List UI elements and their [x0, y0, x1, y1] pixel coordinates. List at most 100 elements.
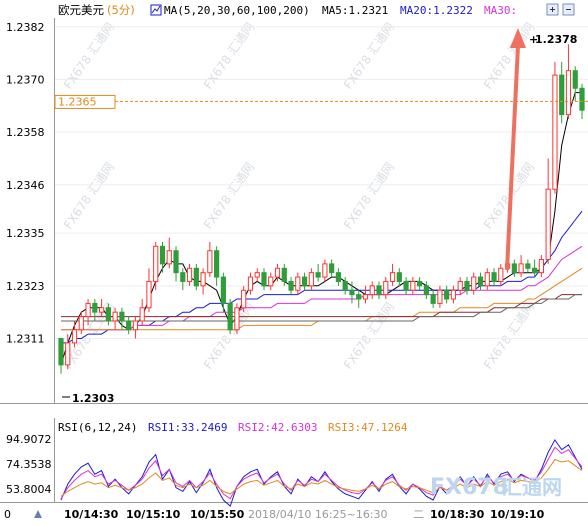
candle-body	[207, 250, 213, 274]
rsi-line-rsi3	[60, 458, 583, 497]
candle-body	[471, 276, 477, 291]
main-y-tick-label: 1.2346	[6, 179, 45, 192]
scroll-left-icon[interactable]	[34, 510, 42, 518]
candle-body	[376, 285, 382, 296]
rsi3-value-label: RSI3:47.1264	[328, 421, 408, 434]
candle-body	[396, 272, 402, 282]
ma-line-ma30	[61, 245, 583, 331]
ma-line-ma100	[61, 294, 582, 318]
rsi-y-tick-label: 53.8004	[6, 483, 52, 496]
candle-body	[200, 272, 206, 287]
grid-layer	[55, 26, 588, 340]
logo-suffix: 汇通网	[502, 475, 562, 499]
candle-body	[105, 307, 111, 322]
date-range-label: 2018/04/10 16:25~16:30	[248, 508, 388, 521]
candle-body	[159, 245, 166, 265]
ma5-value-label: MA5:1.2321	[322, 4, 388, 17]
candle-body	[166, 250, 172, 265]
candle-body	[545, 188, 551, 260]
time-tick-label: 10/14:30	[64, 508, 119, 521]
candle-body	[132, 320, 139, 331]
candle-body	[457, 280, 463, 291]
candle-body	[450, 289, 457, 300]
candle-body	[65, 342, 71, 366]
candle-body	[511, 263, 517, 274]
rsi-line-rsi2	[60, 446, 583, 500]
rsi-layer	[60, 438, 583, 507]
candle-body	[139, 307, 145, 322]
candle-body	[403, 280, 409, 291]
candle-body	[58, 338, 64, 366]
candle-body	[525, 263, 531, 269]
weekday-label: 二	[413, 508, 424, 521]
candle-body	[220, 276, 226, 304]
candle-body	[559, 74, 565, 116]
candle-body	[78, 316, 84, 331]
moving-average-layer	[60, 92, 583, 366]
candle-body	[518, 263, 524, 274]
candle-body	[308, 272, 314, 287]
ma-params-label: MA(5,20,30,60,100,200)	[164, 4, 310, 17]
candle-body	[153, 245, 159, 282]
ma30-value-label: MA30:	[484, 4, 517, 17]
rsi-y-tick-label: 74.3538	[6, 458, 52, 471]
candle-body	[173, 250, 179, 274]
candle-body	[214, 250, 220, 278]
main-y-tick-label: 1.2382	[6, 21, 45, 34]
current-price-label: 1.2365	[58, 95, 97, 108]
time-tick-label: 10/19:10	[490, 508, 545, 521]
candle-body	[579, 87, 585, 111]
candle-body	[410, 280, 416, 291]
candle-body	[186, 267, 193, 282]
time-tick-label: 10/15:50	[190, 508, 245, 521]
candle-body	[180, 272, 186, 282]
candle-body	[71, 329, 78, 344]
time-tick-label: 10/15:10	[126, 508, 181, 521]
candle-body	[572, 70, 578, 89]
candle-body	[322, 263, 328, 278]
rsi2-value-label: RSI2:42.6303	[238, 421, 317, 434]
candle-body	[389, 272, 396, 282]
candle-body	[268, 276, 274, 287]
candle-body	[335, 272, 342, 282]
session-high-label: 1.2378	[535, 33, 577, 46]
candle-body	[484, 272, 490, 287]
candle-body	[430, 294, 436, 304]
candle-body	[329, 263, 335, 274]
ma20-value-label: MA20:1.2322	[400, 4, 473, 17]
candle-body	[247, 276, 254, 291]
candle-body	[295, 276, 301, 291]
candle-body	[227, 302, 233, 331]
time-tick-label: 10/18:30	[430, 508, 485, 521]
time-axis-zero: 0	[4, 508, 11, 521]
candle-body	[342, 280, 348, 291]
session-high-marker: +	[529, 33, 538, 46]
rsi1-value-label: RSI1:33.2469	[148, 421, 227, 434]
candle-body	[119, 311, 125, 322]
main-y-tick-label: 1.2358	[6, 126, 45, 139]
candle-body	[254, 272, 260, 278]
main-y-tick-label: 1.2311	[6, 333, 45, 346]
candle-body	[565, 70, 572, 116]
candle-body	[491, 272, 497, 282]
current-price-box	[54, 94, 116, 109]
candle-body	[356, 294, 362, 300]
candle-body	[444, 289, 450, 300]
candle-body	[301, 276, 308, 287]
candle-body	[423, 285, 429, 296]
annotation-arrow-shaft	[505, 45, 520, 271]
candle-body	[92, 302, 98, 313]
candle-body	[538, 258, 545, 274]
candle-body	[234, 307, 240, 331]
rsi-params-label: RSI(6,12,24)	[58, 421, 137, 434]
rsi-y-tick-label: 94.9072	[6, 433, 52, 446]
candle-body	[417, 280, 423, 287]
main-y-tick-label: 1.2323	[6, 280, 45, 293]
candle-body	[552, 74, 558, 190]
main-y-tick-label: 1.2335	[6, 227, 45, 240]
candle-body	[85, 302, 91, 318]
candle-body	[362, 294, 369, 300]
annotation-arrow-head	[510, 28, 526, 48]
tick-label-layer: 1.2382 1.2370 1.2358 1.2346 1.2335 1.2323 1.23…	[6, 21, 545, 521]
